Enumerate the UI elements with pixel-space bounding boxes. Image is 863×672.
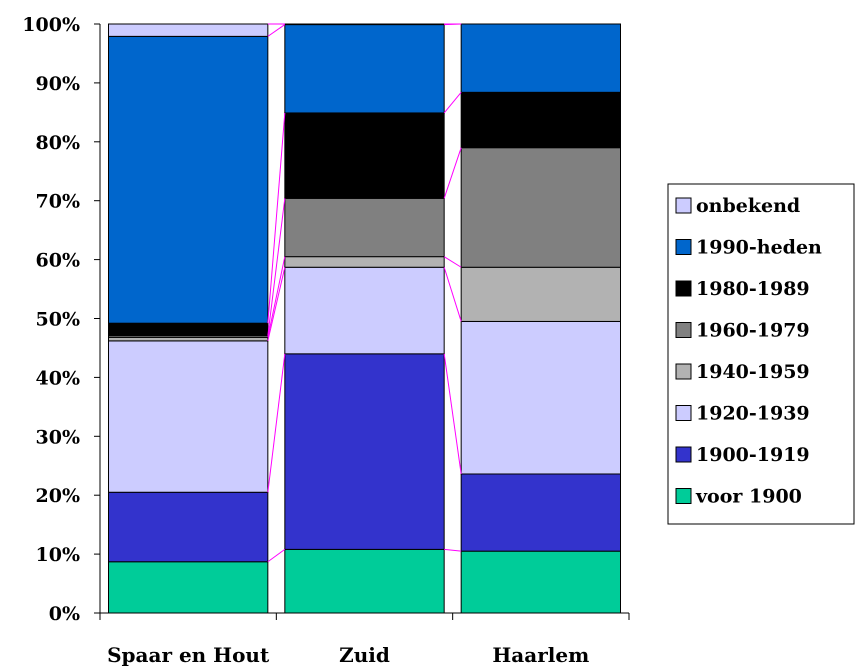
y-tick-label: 90%	[36, 73, 81, 95]
y-tick-label: 0%	[49, 603, 80, 625]
bar-segment-2-0	[460, 550, 621, 614]
series-line-5-1	[443, 92, 462, 114]
bar-segment-0-3	[108, 336, 269, 342]
legend-label: 1940-1959	[696, 361, 810, 383]
y-tick-label: 60%	[36, 250, 81, 272]
bar-segment-1-1	[284, 353, 445, 550]
y-tick-label: 20%	[36, 485, 81, 507]
series-lines-group	[267, 23, 462, 563]
bar-segment-0-5	[108, 322, 269, 337]
series-line-4-0	[267, 198, 286, 336]
bar-segment-1-3	[284, 256, 445, 268]
y-tick-label: 100%	[22, 14, 80, 36]
series-line-1-0	[267, 353, 286, 493]
bar-segment-1-0	[284, 548, 445, 614]
series-line-3-1	[443, 256, 462, 268]
y-tick-label: 80%	[36, 132, 81, 154]
bar-segment-0-7	[108, 23, 269, 37]
legend-label: 1990-heden	[696, 237, 822, 259]
bar-segment-1-5	[284, 112, 445, 199]
x-category-label: Spaar en Hout	[107, 643, 270, 667]
series-line-1-1	[443, 353, 462, 475]
bar-segment-1-7	[284, 23, 445, 26]
legend-swatch	[675, 446, 692, 463]
y-tick-label: 10%	[36, 544, 81, 566]
series-line-0-0	[267, 548, 286, 563]
bars-group	[108, 23, 621, 614]
y-tick-label: 30%	[36, 426, 81, 448]
series-line-6-0	[267, 24, 286, 37]
legend-swatch	[675, 405, 692, 421]
bar-segment-2-2	[460, 320, 621, 475]
legend-swatch	[675, 488, 692, 504]
bar-segment-2-4	[460, 147, 621, 268]
series-line-2-1	[443, 267, 462, 322]
axes-group: 0% 10% 20% 30% 40% 50% 60% 70% 80% 90% 100% Spaar e…	[22, 14, 630, 667]
legend-label: 1980-1989	[696, 278, 810, 300]
bar-segment-1-4	[284, 197, 445, 258]
legend-label: 1920-1939	[696, 403, 810, 425]
series-line-3-0	[267, 256, 286, 338]
bar-segment-2-5	[460, 91, 621, 149]
legend-swatch	[675, 239, 692, 255]
bar-segment-2-3	[460, 266, 621, 322]
legend-swatch	[675, 280, 692, 297]
legend-swatch	[675, 322, 692, 338]
legend-label: voor 1900	[695, 486, 802, 508]
legend-label: 1960-1979	[696, 320, 810, 342]
bar-segment-0-0	[108, 561, 269, 614]
legend-label: onbekend	[696, 195, 800, 217]
y-tick-label: 50%	[36, 309, 81, 331]
bar-segment-1-6	[284, 24, 445, 114]
bar-segment-1-2	[284, 266, 445, 355]
y-tick-label: 70%	[36, 191, 81, 213]
legend-box	[667, 183, 855, 525]
bar-segment-0-2	[108, 340, 269, 493]
bar-segment-0-1	[108, 491, 269, 563]
series-line-4-1	[443, 147, 462, 199]
y-tick-label: 40%	[36, 367, 81, 389]
x-category-label: Zuid	[339, 643, 390, 667]
series-line-2-0	[267, 267, 286, 341]
bar-segment-0-6	[108, 35, 269, 324]
series-line-0-1	[444, 548, 462, 552]
legend-label: 1900-1919	[696, 444, 810, 466]
legend-swatch	[675, 197, 692, 214]
legend-swatch	[675, 363, 692, 380]
x-category-label: Haarlem	[492, 643, 589, 667]
legend: onbekend 1990-heden 1980-1989 1960-1979 1940…	[667, 183, 855, 525]
series-line-5-0	[267, 112, 286, 324]
bar-segment-2-6	[460, 23, 621, 93]
bar-segment-2-1	[460, 473, 621, 552]
